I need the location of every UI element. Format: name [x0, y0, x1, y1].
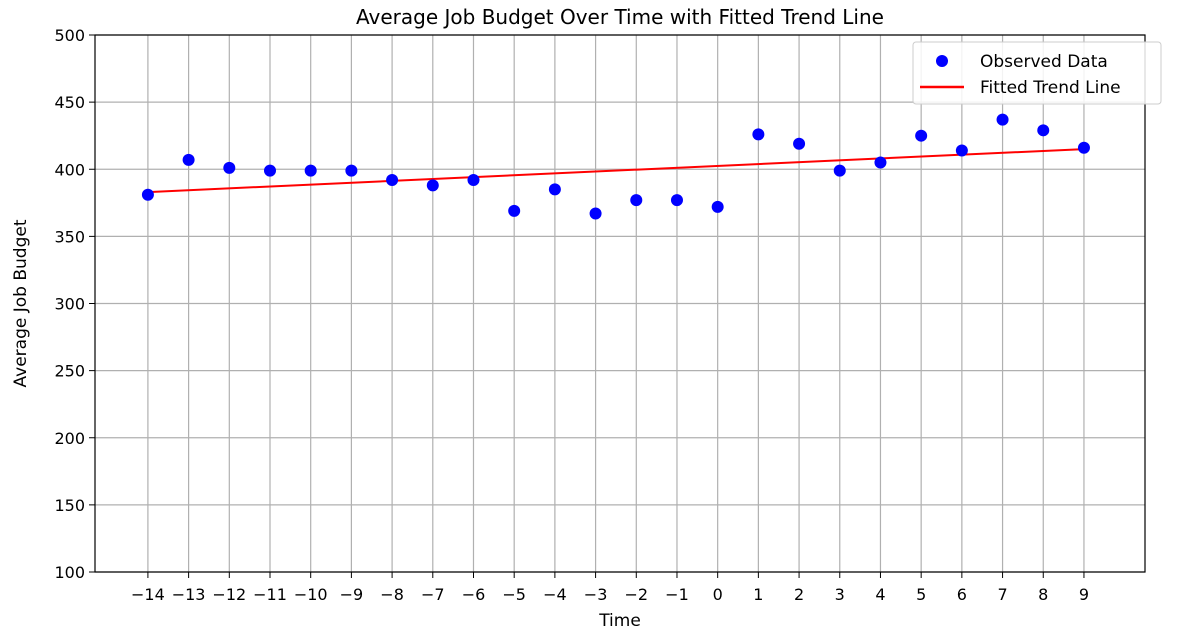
x-tick-label: −13	[172, 585, 206, 604]
data-point	[141, 188, 154, 201]
x-tick-label: −6	[462, 585, 486, 604]
data-point	[467, 173, 480, 186]
data-point	[548, 183, 561, 196]
data-point	[304, 164, 317, 177]
data-point	[1077, 141, 1090, 154]
legend-box	[912, 41, 1162, 105]
chart-title: Average Job Budget Over Time with Fitted…	[356, 5, 884, 29]
data-point	[793, 137, 806, 150]
x-tick-label: −3	[584, 585, 608, 604]
data-point	[182, 153, 195, 166]
data-point	[426, 179, 439, 192]
x-tick-label: −12	[212, 585, 246, 604]
legend-label-observed: Observed Data	[980, 52, 1108, 72]
data-point	[508, 204, 521, 217]
plot-frame	[94, 34, 1146, 573]
x-tick-label: 3	[835, 585, 845, 604]
data-point	[996, 113, 1009, 126]
x-tick-label: 4	[875, 585, 885, 604]
y-tick-label: 250	[54, 362, 85, 381]
legend-label-trend-line: Fitted Trend Line	[980, 78, 1121, 98]
x-tick-label: 6	[957, 585, 967, 604]
data-point	[955, 144, 968, 157]
y-tick-label: 200	[54, 429, 85, 448]
legend: Observed Data Fitted Trend Line	[912, 41, 1162, 105]
y-tick-label: 450	[54, 93, 85, 112]
x-tick-label: 8	[1038, 585, 1048, 604]
data-point	[711, 200, 724, 213]
data-point	[1037, 124, 1050, 137]
plot-series	[141, 113, 1090, 220]
y-tick-label: 300	[54, 295, 85, 314]
data-point	[874, 156, 887, 169]
data-point	[264, 164, 276, 177]
y-tick-label: 350	[54, 227, 85, 246]
y-tick-label: 100	[54, 563, 85, 582]
x-tick-label: −2	[624, 585, 648, 604]
x-tick-label: −14	[131, 585, 165, 604]
x-tick-label: 0	[713, 585, 723, 604]
x-tick-label: 5	[916, 585, 926, 604]
x-tick-label: 1	[753, 585, 763, 604]
trend-line	[147, 148, 1084, 194]
data-point	[752, 128, 765, 141]
y-axis-label: Average Job Budget	[11, 219, 31, 387]
data-point	[223, 161, 236, 174]
x-tick-label: −1	[665, 585, 689, 604]
x-tick-label: 9	[1079, 585, 1089, 604]
x-tick-label: −10	[294, 585, 328, 604]
data-point	[833, 164, 846, 177]
x-axis-ticks: −14 −13 −12 −11 −10 −9 −8 −7 −6 −5 −4 −3 −2 −1 0 1 2 3 4 5 6…	[131, 572, 1089, 604]
y-axis-ticks: 100 150 200 250 300 350 400 450 500	[54, 26, 95, 582]
data-point	[670, 194, 683, 207]
data-point	[589, 207, 602, 220]
y-tick-label: 400	[54, 160, 85, 179]
grid	[95, 34, 1145, 573]
legend-marker-observed	[936, 55, 948, 67]
x-tick-label: 7	[997, 585, 1007, 604]
x-tick-label: −7	[421, 585, 445, 604]
x-tick-label: −8	[380, 585, 404, 604]
x-tick-label: −11	[253, 585, 287, 604]
x-tick-label: −5	[502, 585, 526, 604]
data-point	[630, 194, 643, 207]
x-tick-label: 2	[794, 585, 804, 604]
y-tick-label: 500	[54, 26, 85, 45]
x-tick-label: −4	[543, 585, 567, 604]
data-point	[345, 164, 358, 177]
x-tick-label: −9	[340, 585, 364, 604]
y-tick-label: 150	[54, 496, 85, 515]
data-point	[915, 129, 928, 142]
data-point	[386, 173, 399, 186]
x-axis-label: Time	[598, 611, 641, 631]
